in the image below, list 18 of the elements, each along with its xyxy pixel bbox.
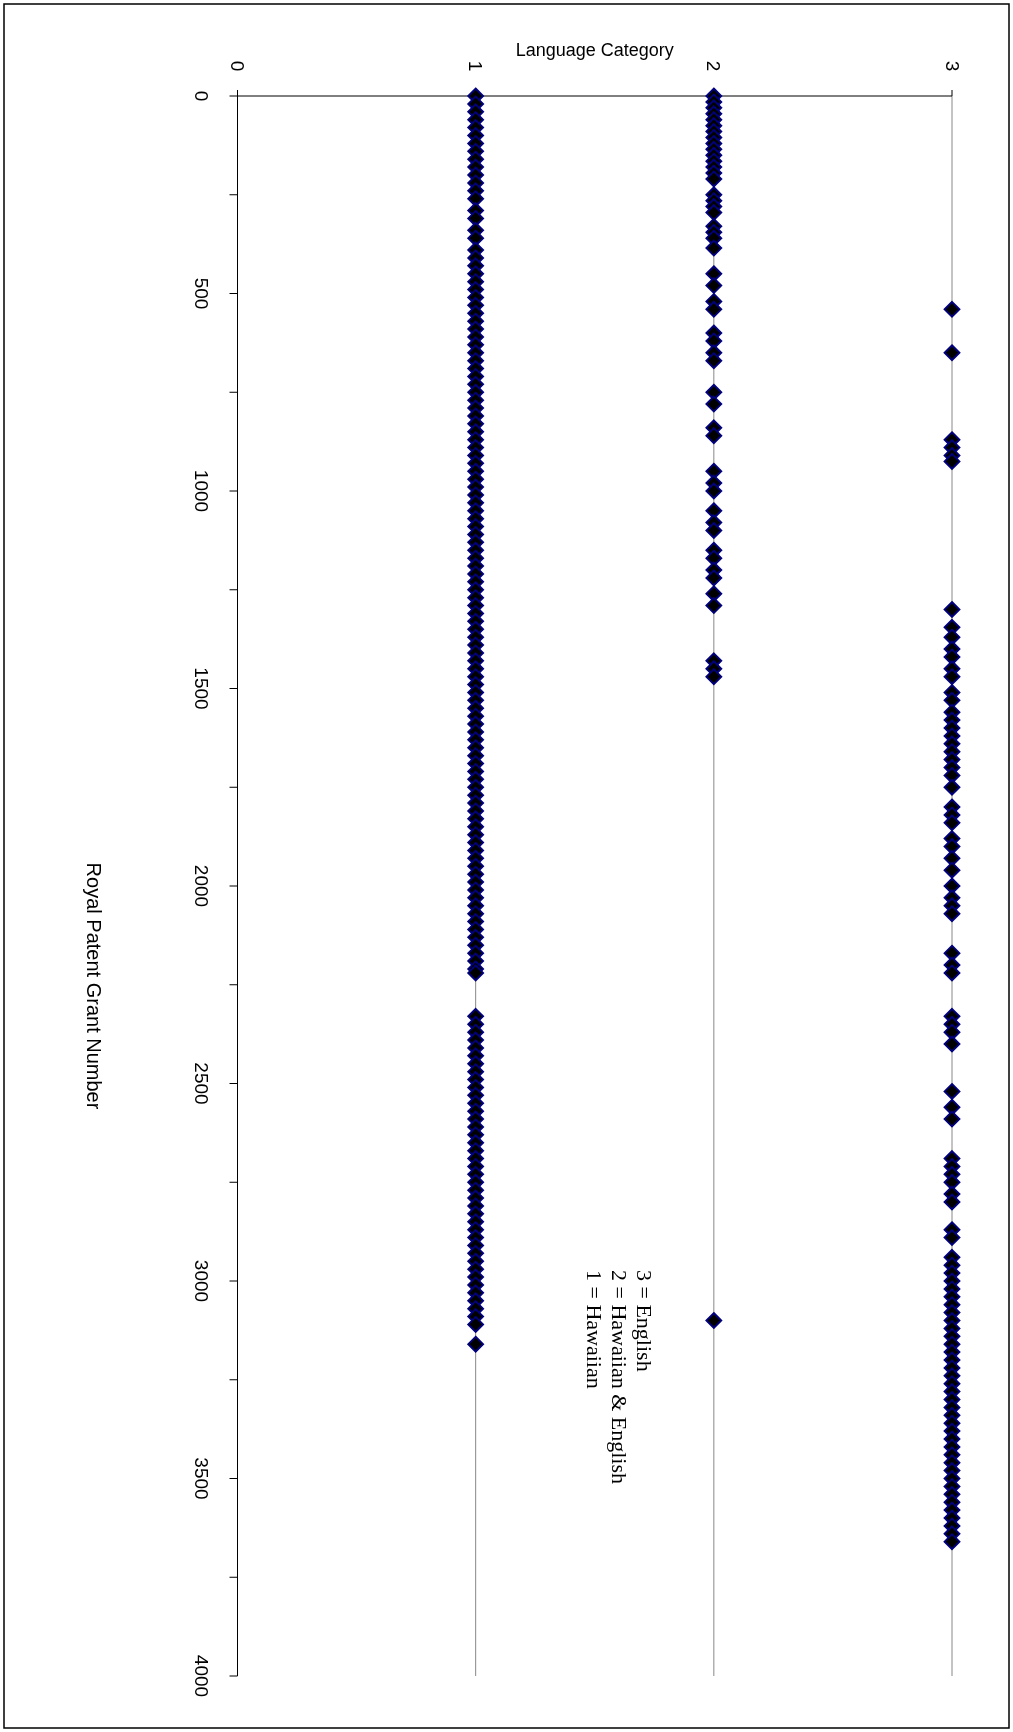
y-tick-label: 500	[191, 277, 212, 310]
y-tick-label: 0	[191, 90, 212, 102]
annotation: 3 = English	[631, 1270, 657, 1372]
x-tick-label: 3	[941, 60, 963, 72]
annotation: 1 = Hawaiian	[581, 1270, 607, 1389]
x-tick-label: 1	[465, 60, 487, 72]
y-axis-title: Royal Patent Grant Number	[83, 862, 105, 1110]
y-tick-label: 1000	[191, 469, 212, 513]
y-tick-label: 4000	[191, 1654, 212, 1698]
y-tick-label: 1500	[191, 667, 212, 710]
y-tick-label: 3000	[191, 1259, 212, 1303]
y-tick-label: 2500	[191, 1062, 212, 1105]
y-tick-label: 3500	[191, 1457, 212, 1500]
x-axis-title: Language Category	[515, 40, 674, 60]
x-tick-label: 2	[703, 60, 725, 72]
y-tick-label: 2000	[191, 864, 212, 908]
annotation: 2 = Hawaiian & English	[606, 1270, 632, 1485]
x-tick-label: 0	[227, 60, 248, 72]
